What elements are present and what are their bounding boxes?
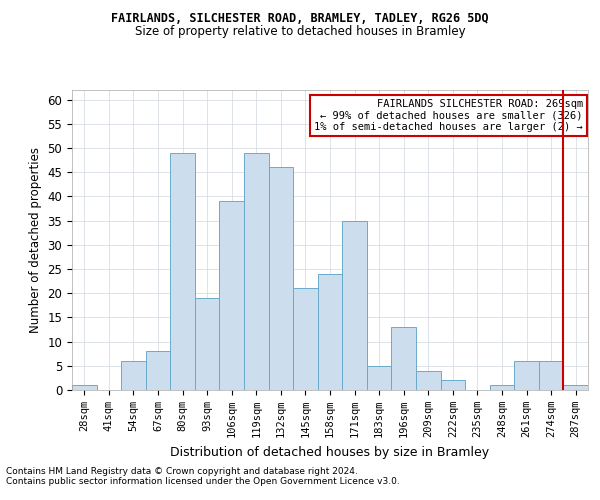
Text: Size of property relative to detached houses in Bramley: Size of property relative to detached ho… [134, 25, 466, 38]
Text: FAIRLANDS SILCHESTER ROAD: 269sqm
← 99% of detached houses are smaller (326)
1% : FAIRLANDS SILCHESTER ROAD: 269sqm ← 99% … [314, 99, 583, 132]
Bar [244, 153, 269, 390]
Bar [220, 202, 244, 390]
Bar [146, 352, 170, 390]
Bar [293, 288, 318, 390]
Bar [318, 274, 342, 390]
Text: Contains HM Land Registry data © Crown copyright and database right 2024.: Contains HM Land Registry data © Crown c… [6, 467, 358, 476]
Bar [563, 385, 588, 390]
Y-axis label: Number of detached properties: Number of detached properties [29, 147, 42, 333]
Bar [72, 385, 97, 390]
Bar [440, 380, 465, 390]
Bar [195, 298, 220, 390]
Bar [367, 366, 391, 390]
Text: FAIRLANDS, SILCHESTER ROAD, BRAMLEY, TADLEY, RG26 5DQ: FAIRLANDS, SILCHESTER ROAD, BRAMLEY, TAD… [111, 12, 489, 26]
Text: Contains public sector information licensed under the Open Government Licence v3: Contains public sector information licen… [6, 477, 400, 486]
Bar [416, 370, 440, 390]
Bar [539, 361, 563, 390]
Bar [342, 220, 367, 390]
Bar [514, 361, 539, 390]
X-axis label: Distribution of detached houses by size in Bramley: Distribution of detached houses by size … [170, 446, 490, 458]
Bar [490, 385, 514, 390]
Bar [121, 361, 146, 390]
Bar [391, 327, 416, 390]
Bar [269, 168, 293, 390]
Bar [170, 153, 195, 390]
